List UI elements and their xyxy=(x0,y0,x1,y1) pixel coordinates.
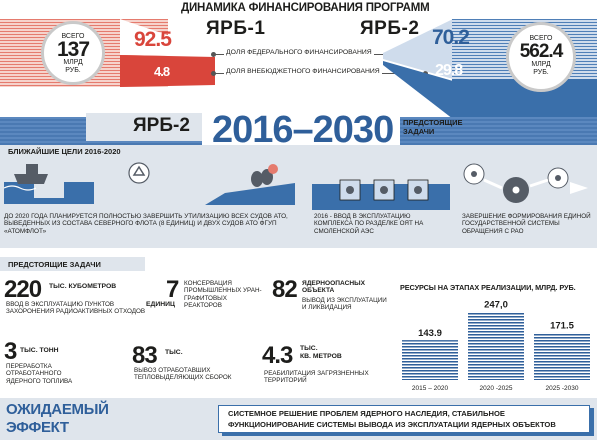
effect-text-2: ФУНКЦИОНИРОВАНИЕ СИСТЕМЫ ВЫВОДА ИЗ ЭКСПЛ… xyxy=(228,420,556,429)
yarb1-total-label: ВСЕГО xyxy=(61,33,85,40)
tasks-title: ПРЕДСТОЯЩИЕ ЗАДАЧИ xyxy=(8,260,101,269)
effect-box xyxy=(218,405,590,433)
bar-1 xyxy=(468,311,524,380)
yarb2-total-label: ВСЕГО xyxy=(529,35,553,42)
bar-value-label-2: 171.5 xyxy=(550,321,574,332)
task2-value: 7 xyxy=(166,276,179,303)
task2-text: КОНСЕРВАЦИЯ ПРОМЫШЛЕННЫХ УРАН-ГРАФИТОВЫХ… xyxy=(184,280,262,310)
yarb2-total-circle: ВСЕГО 562.4 МЛРД РУБ. xyxy=(506,22,576,92)
bar-category-label-1: 2020 -2025 xyxy=(480,385,513,392)
chart-title: РЕСУРСЫ НА ЭТАПАХ РЕАЛИЗАЦИИ, МЛРД. РУБ. xyxy=(400,283,576,292)
task5-value: 83 xyxy=(132,342,158,369)
yarb1-total-circle: ВСЕГО 137 МЛРД РУБ. xyxy=(41,21,105,85)
task6-text: РЕАБИЛИТАЦИЯ ЗАГРЯЗНЕННЫХ ТЕРРИТОРИЙ xyxy=(264,370,369,385)
yarb1-federal-value: 92.5 xyxy=(134,28,172,51)
task6-value: 4.3 xyxy=(262,342,293,369)
task5-unit: ТЫС. xyxy=(165,349,183,356)
bar-0 xyxy=(402,340,458,380)
goals-title: БЛИЖАЙШИЕ ЦЕЛИ 2016-2020 xyxy=(8,147,121,156)
yarb2-unit1: МЛРД xyxy=(531,61,551,68)
yarb2-unit2: РУБ. xyxy=(533,69,549,76)
effect-label-2: ЭФФЕКТ xyxy=(6,419,69,436)
yarb1-unit2: РУБ. xyxy=(65,67,81,74)
task4-value: 3 xyxy=(4,338,17,365)
tasks-title-box xyxy=(0,257,145,271)
yarb1-total-value: 137 xyxy=(56,38,90,61)
task6-unit1: ТЫС. xyxy=(300,345,318,352)
banner-program: ЯРБ-2 xyxy=(133,115,190,136)
yarb2-extra-value: 29.8 xyxy=(435,62,463,79)
radiation-icon xyxy=(463,163,588,203)
yarb1-wedge xyxy=(120,19,215,87)
yarb2-wedge xyxy=(383,19,453,119)
bar-category-label-2: 2025 -2030 xyxy=(546,385,579,392)
legend-extra-text: ДОЛЯ ВНЕБЮДЖЕТНОГО ФИНАНСИРОВАНИЯ xyxy=(224,68,382,75)
yarb1-extra-value: 4.8 xyxy=(154,64,170,79)
task1-value: 220 xyxy=(4,276,42,303)
yarb2-label: ЯРБ-2 xyxy=(360,18,420,39)
banner-upcoming-label: ПРЕДСТОЯЩИЕ ЗАДАЧИ xyxy=(403,118,463,136)
task4-text: ПЕРЕРАБОТКА ОТРАБОТАННОГО ЯДЕРНОГО ТОПЛИ… xyxy=(6,363,73,385)
recycle-icon xyxy=(128,162,150,184)
task1-text: ВВОД В ЭКСПЛУАТАЦИЮ ПУНКТОВ ЗАХОРОНЕНИЯ … xyxy=(6,301,146,316)
bar-category-label-0: 2015 – 2020 xyxy=(412,385,449,392)
goal-text-3: ЗАВЕРШЕНИЕ ФОРМИРОВАНИЯ ЕДИНОЙ ГОСУДАРСТ… xyxy=(462,213,591,235)
effect-label-1: ОЖИДАЕМЫЙ xyxy=(6,401,109,418)
task6-unit2: КВ. МЕТРОВ xyxy=(300,353,342,360)
bar-value-label-1: 247,0 xyxy=(484,300,508,311)
yarb1-unit1: МЛРД xyxy=(63,59,83,66)
goal-text-2: 2016 - ВВОД В ЭКСПЛУАТАЦИЮ КОМПЛЕКСА ПО … xyxy=(314,213,424,235)
task3-unit: ЯДЕРНООПАСНЫХ ОБЪЕКТА xyxy=(302,280,365,295)
goal-text-1: ДО 2020 ГОДА ПЛАНИРУЕТСЯ ПОЛНОСТЬЮ ЗАВЕР… xyxy=(4,213,288,235)
yarb2-total-value: 562.4 xyxy=(519,41,564,62)
effect-text-1: СИСТЕМНОЕ РЕШЕНИЕ ПРОБЛЕМ ЯДЕРНОГО НАСЛЕ… xyxy=(228,409,505,418)
resources-chart: 143.9 2015 – 2020 247,0 2020 -2025 171.5 2025… xyxy=(402,300,590,392)
legend-federal-text: ДОЛЯ ФЕДЕРАЛЬНОГО ФИНАНСИРОВАНИЯ xyxy=(224,49,374,56)
container-icon xyxy=(205,164,295,205)
yarb1-label: ЯРБ-1 xyxy=(206,18,266,39)
task5-text: ВЫВОЗ ОТРАБОТАВШИХ ТЕПЛОВЫДЕЛЯЮЩИХ СБОРО… xyxy=(134,367,232,382)
task3-text: ВЫВОД ИЗ ЭКСПЛУАТАЦИИ И ЛИКВИДАЦИЯ xyxy=(302,297,387,312)
header-title: ДИНАМИКА ФИНАНСИРОВАНИЯ ПРОГРАММ xyxy=(181,2,430,14)
task4-unit: ТЫС. ТОНН xyxy=(20,347,59,354)
bar-value-label-0: 143.9 xyxy=(418,328,442,339)
task2-unit: ЕДИНИЦ xyxy=(146,301,176,308)
goals-panel xyxy=(0,145,597,248)
task3-value: 82 xyxy=(272,276,298,303)
legend-federal-dot-left xyxy=(211,52,216,57)
nuclear-storage-icon xyxy=(312,179,450,210)
banner-program-box xyxy=(86,113,221,141)
task1-unit: ТЫС. КУБОМЕТРОВ xyxy=(49,283,117,290)
ship-icon xyxy=(4,164,94,204)
bar-2 xyxy=(534,332,590,380)
legend-extra-dot-left xyxy=(211,71,216,76)
yarb2-federal-value: 70.2 xyxy=(432,26,470,49)
banner-years: 2016–2030 xyxy=(212,109,394,151)
